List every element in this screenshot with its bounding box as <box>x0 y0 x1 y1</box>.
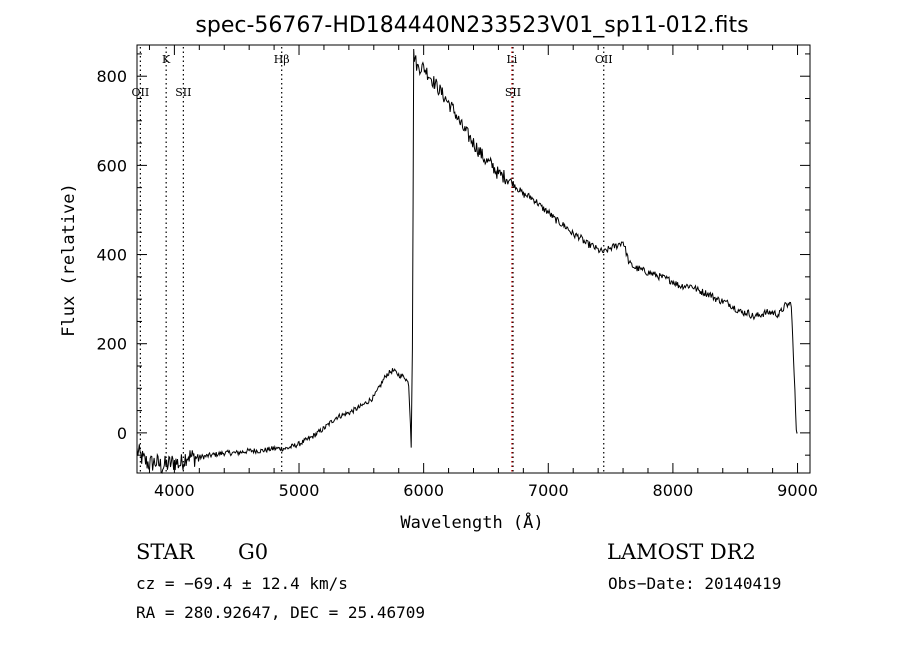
chart-title: spec-56767-HD184440N233523V01_sp11-012.f… <box>195 13 748 38</box>
coordinates-text: RA = 280.92647, DEC = 25.46709 <box>136 603 425 622</box>
series-group <box>136 48 798 474</box>
line-marker-label: OII <box>595 53 613 66</box>
y-tick-label: 600 <box>96 156 127 175</box>
plot-frame <box>136 44 811 474</box>
line-markers: OII K SII Hβ Li SII OII <box>132 47 613 473</box>
x-tick-label: 4000 <box>154 481 195 500</box>
x-tick-label: 7000 <box>528 481 569 500</box>
line-marker-label: OII <box>132 86 150 99</box>
x-tick-label: 8000 <box>653 481 694 500</box>
survey-name: LAMOST DR2 <box>607 540 756 564</box>
x-axis-label: Wavelength (Å) <box>400 511 543 533</box>
x-tick-label: 9000 <box>777 481 818 500</box>
spectrum-line <box>136 48 798 474</box>
redshift-text: cz = −69.4 ± 12.4 km/s <box>136 574 348 593</box>
y-tick-label: 200 <box>96 335 127 354</box>
x-tick-label: 6000 <box>403 481 444 500</box>
x-tick-label: 5000 <box>279 481 320 500</box>
y-axis-label: Flux (relative) <box>59 183 79 337</box>
line-marker-label: SII <box>505 86 521 99</box>
y-tick-label: 800 <box>96 67 127 86</box>
line-marker-label: Li <box>506 53 517 66</box>
obs-date-text: Obs−Date: 20140419 <box>608 574 782 593</box>
object-class: STAR <box>136 540 195 564</box>
y-tick-label: 400 <box>96 246 127 265</box>
y-tick-label: 0 <box>117 424 127 443</box>
object-subclass: G0 <box>238 540 269 564</box>
axis-ticks: 4000 5000 6000 7000 8000 9000 0 200 400 600 800 <box>96 45 818 500</box>
line-marker-label: K <box>162 53 171 66</box>
line-marker-label: SII <box>175 86 191 99</box>
line-marker-label: Hβ <box>274 53 290 66</box>
